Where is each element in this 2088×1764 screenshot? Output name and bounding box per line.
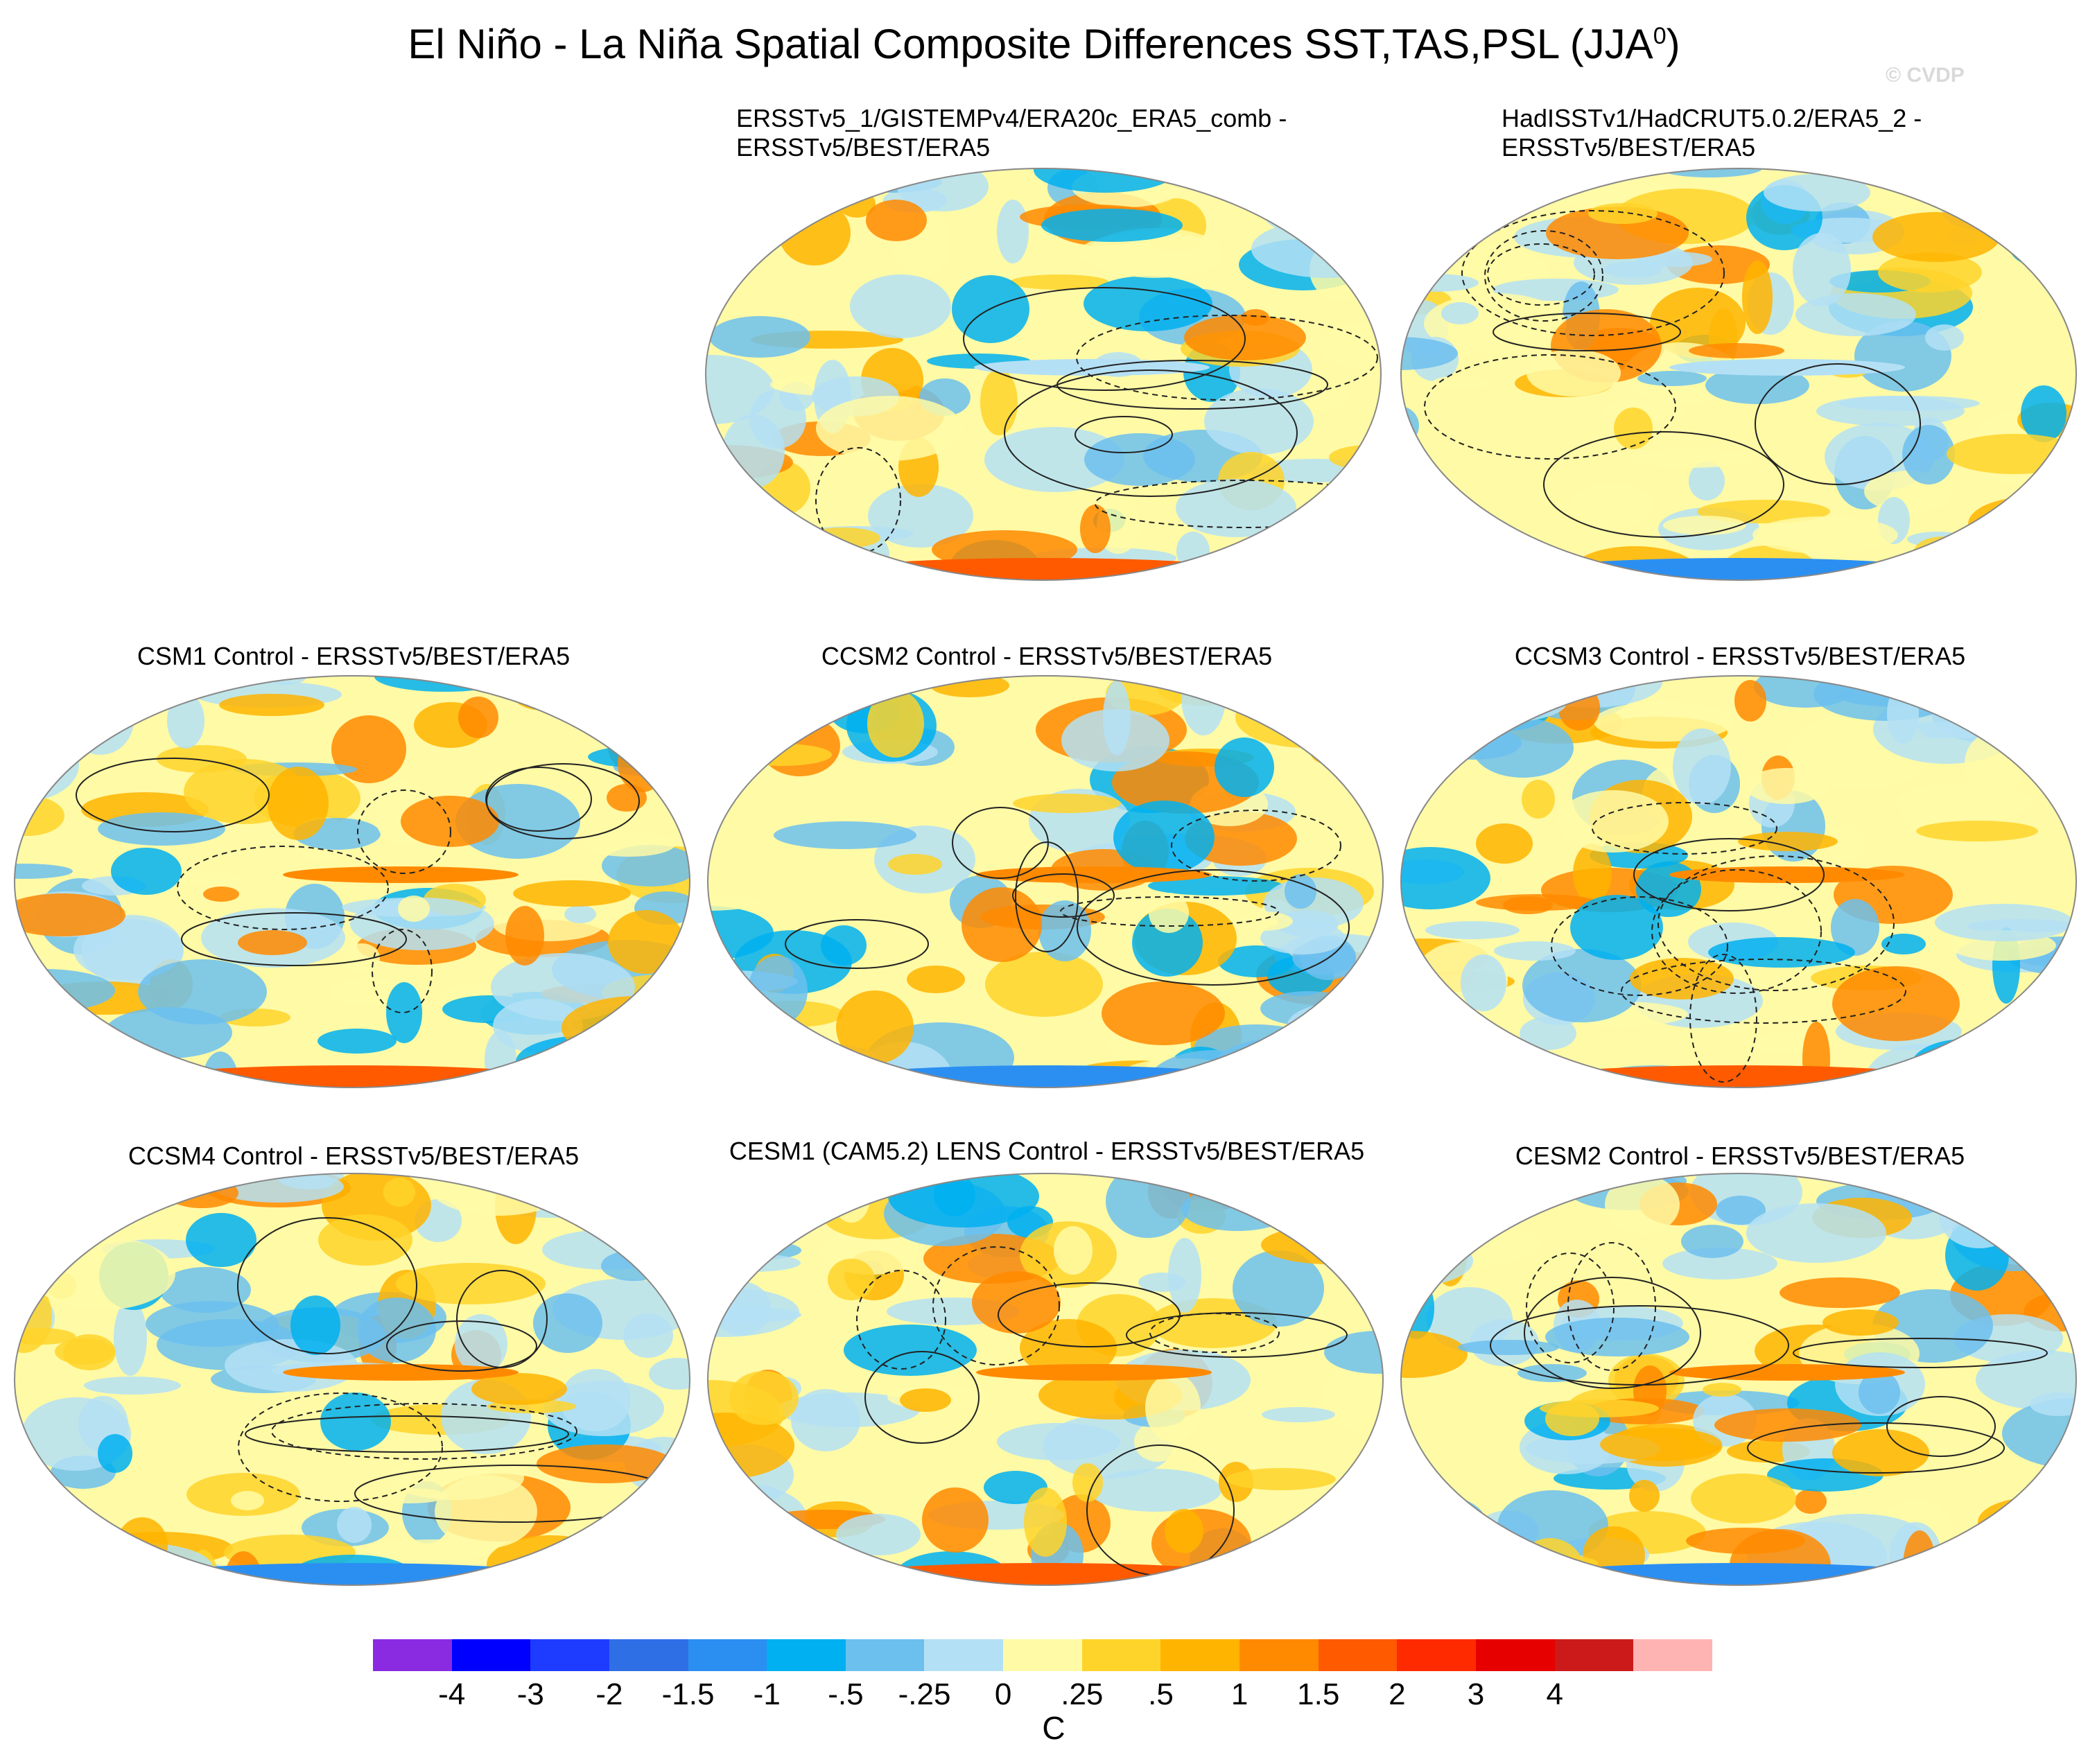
- panel-3-map: [12, 674, 692, 1090]
- panel-1-title-line1: ERSSTv5_1/GISTEMPv4/ERA20c_ERA5_comb -: [736, 104, 1287, 132]
- colorbar-box: [767, 1639, 846, 1671]
- colorbar-tick-label: 4: [1546, 1677, 1563, 1711]
- colorbar-box: [373, 1639, 452, 1671]
- colorbar-tick-label: -4: [438, 1677, 466, 1711]
- panel-7-title: CESM1 (CAM5.2) LENS Control - ERSSTv5/BE…: [729, 1137, 1365, 1165]
- colorbar-tick-label: -.5: [828, 1677, 864, 1711]
- panel-2-map: [1399, 166, 2078, 582]
- panel-8-title: CESM2 Control - ERSSTv5/BEST/ERA5: [1515, 1142, 1965, 1170]
- world-map-icon: [1400, 1173, 2077, 1586]
- panel-6-title: CCSM4 Control - ERSSTv5/BEST/ERA5: [128, 1142, 580, 1170]
- panel-7-map: [706, 1171, 1385, 1587]
- colorbar-box: [845, 1639, 925, 1671]
- colorbar-tick-label: 3: [1467, 1677, 1485, 1711]
- world-map-icon: [707, 1173, 1384, 1586]
- figure-title-superscript: 0: [1653, 23, 1667, 49]
- colorbar-tick-label: 2: [1389, 1677, 1406, 1711]
- colorbar-tick-label: -1.5: [661, 1677, 715, 1711]
- colorbar-box: [1160, 1639, 1240, 1671]
- colorbar-box: [924, 1639, 1004, 1671]
- watermark: © CVDP: [1886, 64, 1965, 87]
- panel-4-title: CCSM2 Control - ERSSTv5/BEST/ERA5: [821, 642, 1273, 670]
- panel-2-title: HadISSTv1/HadCRUT5.0.2/ERA5_2 - ERSSTv5/…: [1502, 104, 1922, 162]
- panel-2-title-line1: HadISSTv1/HadCRUT5.0.2/ERA5_2 -: [1502, 104, 1922, 132]
- colorbar-tick-label: 1.5: [1297, 1677, 1340, 1711]
- world-map-icon: [14, 675, 690, 1088]
- panel-6-map: [12, 1171, 692, 1587]
- colorbar-box: [1081, 1639, 1161, 1671]
- figure-title-end: ): [1666, 21, 1680, 67]
- colorbar-box: [451, 1639, 531, 1671]
- world-map-icon: [14, 1173, 690, 1586]
- world-map-icon: [705, 168, 1382, 581]
- panel-5-map: [1399, 674, 2078, 1090]
- world-map-icon: [707, 675, 1384, 1088]
- colorbar-box: [1633, 1639, 1712, 1671]
- colorbar-tick-label: -1: [753, 1677, 781, 1711]
- panel-1-map: [704, 166, 1383, 582]
- figure-title: El Niño - La Niña Spatial Composite Diff…: [0, 19, 2088, 69]
- colorbar-box: [1318, 1639, 1398, 1671]
- colorbar-tick-label: 1: [1230, 1677, 1249, 1711]
- panel-3-title: CSM1 Control - ERSSTv5/BEST/ERA5: [137, 642, 571, 670]
- colorbar-box: [609, 1639, 688, 1671]
- panel-1-title: ERSSTv5_1/GISTEMPv4/ERA20c_ERA5_comb - E…: [736, 104, 1287, 162]
- colorbar-tick-label: -2: [595, 1677, 623, 1711]
- colorbar-box: [1554, 1639, 1634, 1671]
- colorbar-tick-label: .5: [1148, 1677, 1174, 1711]
- panel-5-title: CCSM3 Control - ERSSTv5/BEST/ERA5: [1514, 642, 1966, 670]
- panel-8-map: [1399, 1171, 2078, 1587]
- colorbar-box: [1003, 1639, 1082, 1671]
- colorbar: [373, 1639, 1712, 1671]
- world-map-icon: [1400, 168, 2077, 581]
- colorbar-tick-label: -.25: [898, 1677, 951, 1711]
- figure-title-text: El Niño - La Niña Spatial Composite Diff…: [408, 21, 1653, 67]
- colorbar-box: [1397, 1639, 1476, 1671]
- colorbar-box: [1475, 1639, 1555, 1671]
- panel-1-title-line2: ERSSTv5/BEST/ERA5: [736, 133, 991, 161]
- world-map-icon: [1400, 675, 2077, 1088]
- panel-2-title-line2: ERSSTv5/BEST/ERA5: [1502, 133, 1756, 161]
- colorbar-box: [530, 1639, 609, 1671]
- colorbar-box: [1239, 1639, 1319, 1671]
- panel-4-map: [706, 674, 1385, 1090]
- colorbar-unit: C: [1042, 1710, 1065, 1746]
- colorbar-box: [688, 1639, 767, 1671]
- colorbar-tick-label: -3: [516, 1677, 544, 1711]
- colorbar-tick-label: .25: [1061, 1677, 1104, 1711]
- colorbar-tick-label: 0: [994, 1677, 1012, 1711]
